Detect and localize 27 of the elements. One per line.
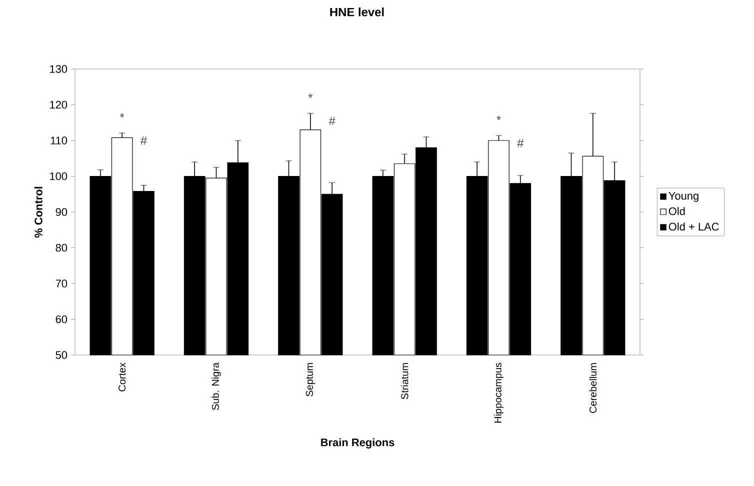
legend-label: Old <box>668 207 685 216</box>
x-tick-label: Sub. Nigra <box>212 362 221 410</box>
annotation: # <box>517 139 524 148</box>
x-tick-label: Cortex <box>118 362 126 392</box>
y-tick-label: 110 <box>50 136 68 144</box>
y-axis-title: % Control <box>34 186 42 238</box>
y-tick-label: 50 <box>56 351 68 359</box>
y-tick-label: 80 <box>56 244 68 252</box>
legend-label: Old + LAC <box>668 222 719 231</box>
y-tick-label: 70 <box>56 280 68 288</box>
x-tick-label: Striatum <box>400 363 408 400</box>
annotation: # <box>140 136 148 145</box>
y-tick-label: 90 <box>56 208 68 216</box>
y-tick-label: 120 <box>50 100 68 109</box>
legend-label: Young <box>668 192 698 202</box>
annotation: # <box>328 116 336 126</box>
y-tick-label: 60 <box>56 315 68 324</box>
x-tick-label: Septum <box>306 363 315 396</box>
y-tick-label: 100 <box>50 172 68 180</box>
annotation: * <box>120 113 124 118</box>
chart-title: HNE level <box>330 8 384 16</box>
annotation: * <box>496 116 501 120</box>
x-axis-title: Brain Regions <box>321 438 394 448</box>
annotation: * <box>308 94 313 98</box>
y-tick-label: 130 <box>50 65 68 73</box>
x-tick-label: Cerebellum <box>589 363 597 413</box>
x-tick-label: Hippocampus <box>494 362 504 423</box>
